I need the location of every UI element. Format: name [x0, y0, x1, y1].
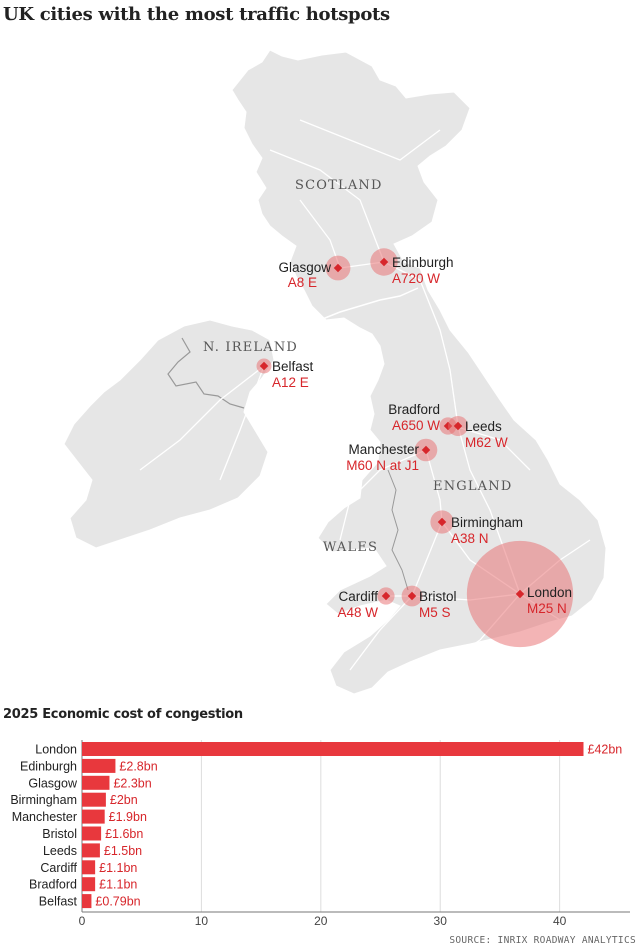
category-label: Cardiff	[40, 861, 77, 875]
bar-birmingham	[82, 792, 106, 807]
city-road-belfast: A12 E	[272, 375, 309, 390]
bar-belfast	[82, 894, 92, 909]
ni-border	[167, 337, 245, 409]
city-name-leeds: Leeds	[465, 419, 502, 434]
bar-bristol	[82, 826, 102, 841]
value-label: £1.9bn	[109, 810, 147, 824]
bar-leeds	[82, 843, 100, 858]
value-label: £1.6bn	[105, 827, 143, 841]
bar-glasgow	[82, 775, 110, 790]
marker-edinburgh	[379, 257, 389, 267]
x-tick-label: 30	[434, 914, 448, 928]
bar-london	[82, 742, 584, 756]
ireland-land	[63, 319, 275, 549]
region-label-wales: WALES	[323, 540, 378, 555]
city-road-glasgow: A8 E	[288, 275, 317, 290]
chart-title: 2025 Economic cost of congestion	[3, 707, 243, 722]
bar-cardiff	[82, 860, 96, 875]
bar-edinburgh	[82, 758, 116, 773]
marker-belfast	[259, 361, 269, 371]
city-name-glasgow: Glasgow	[278, 260, 331, 275]
city-name-bradford: Bradford	[388, 402, 440, 417]
value-label: £1.5bn	[104, 844, 142, 858]
category-label: Bristol	[42, 827, 77, 841]
bar-bradford	[82, 877, 96, 892]
city-name-belfast: Belfast	[272, 359, 314, 374]
x-tick-label: 20	[314, 914, 328, 928]
value-label: £42bn	[588, 743, 623, 757]
city-name-bristol: Bristol	[419, 589, 457, 604]
value-label: £2.8bn	[119, 759, 157, 773]
city-road-manchester: M60 N at J1	[346, 458, 419, 473]
marker-london	[515, 589, 525, 599]
city-name-birmingham: Birmingham	[451, 515, 523, 530]
region-label-scotland: SCOTLAND	[295, 178, 383, 193]
category-label: Glasgow	[28, 776, 78, 790]
x-tick-label: 10	[195, 914, 209, 928]
x-tick-label: 40	[553, 914, 567, 928]
marker-manchester	[421, 445, 431, 455]
category-label: Bradford	[29, 878, 77, 892]
city-road-edinburgh: A720 W	[392, 271, 440, 286]
category-label: Leeds	[43, 844, 77, 858]
city-name-manchester: Manchester	[348, 442, 419, 457]
wales-border	[387, 469, 409, 591]
value-label: £0.79bn	[95, 895, 140, 909]
marker-cardiff	[381, 591, 391, 601]
city-name-london: London	[527, 585, 572, 600]
value-label: £1.1bn	[99, 861, 137, 875]
city-road-leeds: M62 W	[465, 435, 508, 450]
source-note: SOURCE: INRIX ROADWAY ANALYTICS	[449, 935, 636, 946]
city-name-cardiff: Cardiff	[338, 589, 378, 604]
city-road-cardiff: A48 W	[337, 605, 378, 620]
marker-birmingham	[437, 517, 447, 527]
marker-leeds	[453, 421, 463, 431]
category-label: Edinburgh	[20, 759, 77, 773]
city-road-bradford: A650 W	[392, 418, 440, 433]
region-label-england: ENGLAND	[433, 479, 512, 494]
marker-bristol	[407, 591, 417, 601]
city-road-london: M25 N	[527, 601, 567, 616]
region-label-n-ireland: N. IRELAND	[203, 340, 298, 355]
city-road-bristol: M5 S	[419, 605, 451, 620]
value-label: £1.1bn	[99, 878, 137, 892]
marker-glasgow	[333, 263, 343, 273]
bar-manchester	[82, 809, 105, 824]
x-tick-label: 0	[79, 914, 86, 928]
category-label: London	[35, 743, 77, 757]
category-label: Belfast	[39, 895, 78, 909]
city-road-birmingham: A38 N	[451, 531, 489, 546]
scotland-border	[319, 287, 419, 321]
category-label: Birmingham	[10, 793, 77, 807]
value-label: £2.3bn	[113, 776, 151, 790]
city-name-edinburgh: Edinburgh	[392, 255, 454, 270]
page-title: UK cities with the most traffic hotspots	[3, 4, 390, 25]
category-label: Manchester	[12, 810, 77, 824]
great-britain-land	[231, 49, 607, 695]
uk-map: SCOTLAND N. IRELAND ENGLAND WALES Glasgo…	[63, 49, 607, 695]
value-label: £2bn	[110, 793, 138, 807]
